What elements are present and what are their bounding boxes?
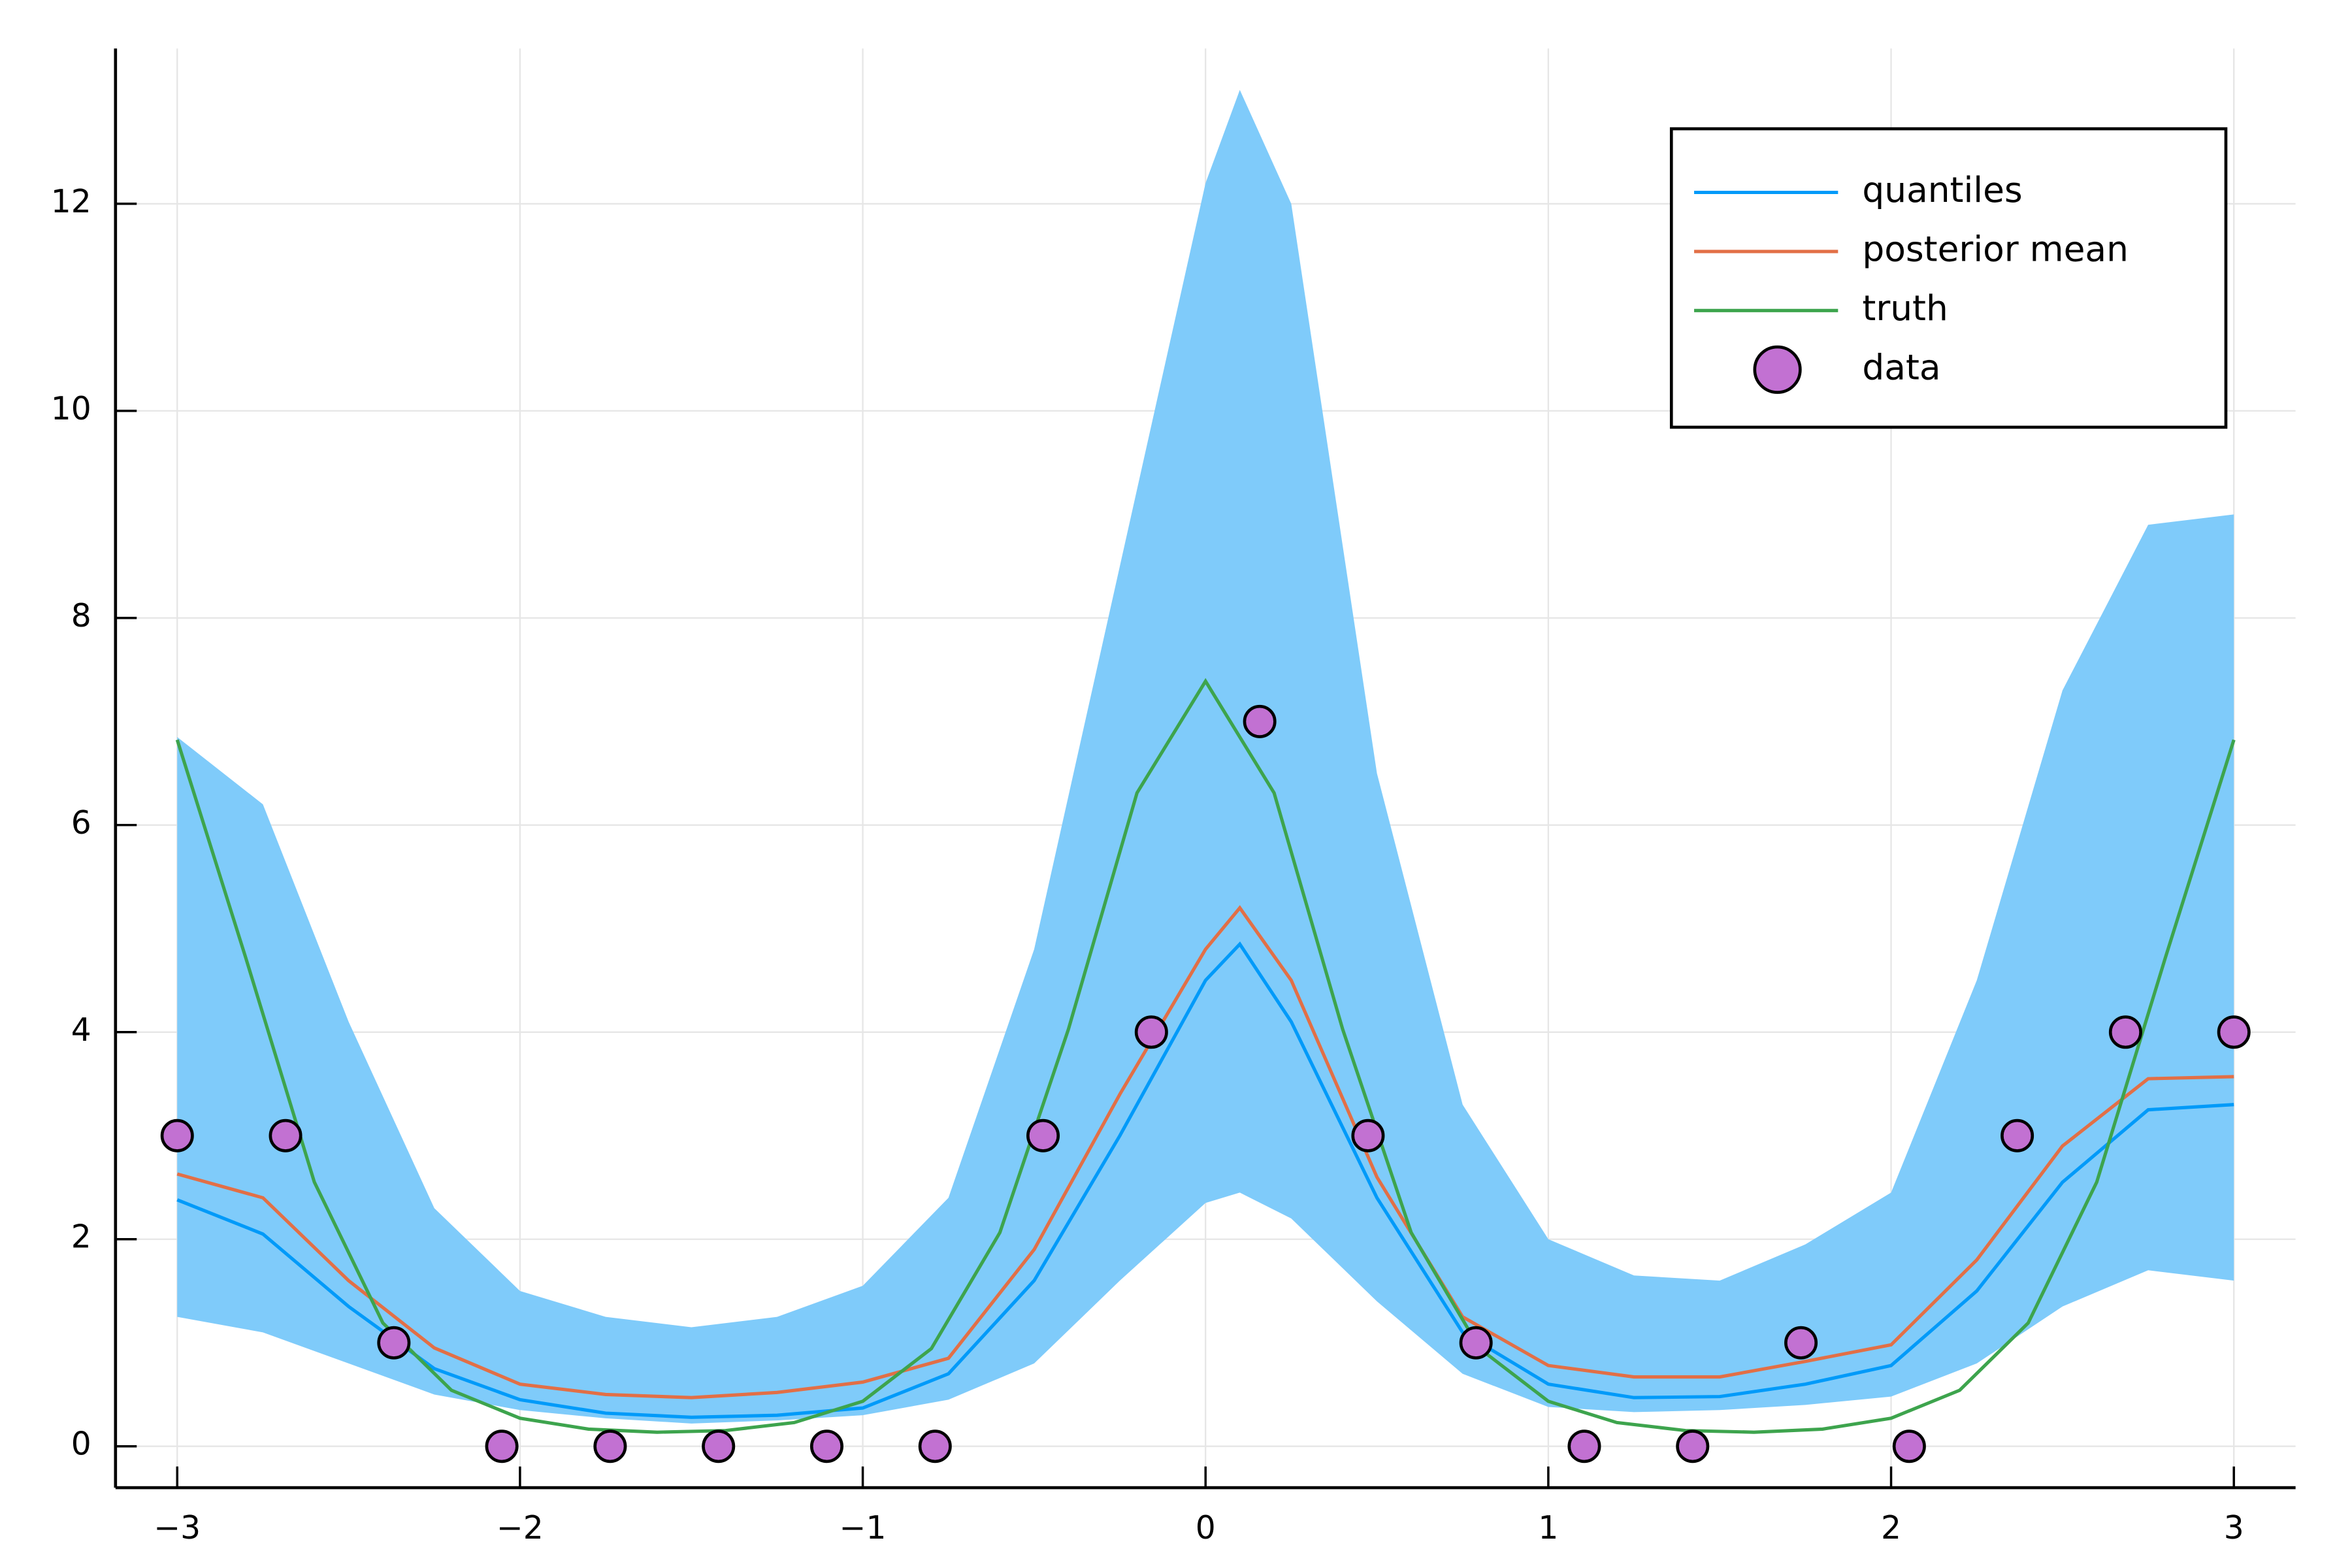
legend-label: truth xyxy=(1862,287,1948,329)
data-point xyxy=(1892,1429,1926,1463)
quantile-band xyxy=(177,90,2234,1424)
x-tick-label: 0 xyxy=(1196,1510,1216,1546)
x-tick-label: 3 xyxy=(2224,1510,2244,1546)
series-line xyxy=(175,678,2236,1434)
y-tick-label: 10 xyxy=(51,391,91,427)
x-tick-label: 1 xyxy=(1538,1510,1558,1546)
data-point xyxy=(160,1119,194,1152)
y-tick-label: 8 xyxy=(71,598,91,634)
data-point xyxy=(918,1429,952,1463)
data-point xyxy=(485,1429,519,1463)
data-point xyxy=(377,1326,411,1360)
data-point xyxy=(1676,1429,1710,1463)
data-point xyxy=(593,1429,627,1463)
data-point xyxy=(1134,1015,1168,1049)
data-point xyxy=(1459,1326,1493,1360)
legend-label: data xyxy=(1862,346,1940,387)
y-tick-label: 12 xyxy=(51,184,91,220)
series-line xyxy=(176,941,2234,1419)
x-tick-label: −3 xyxy=(154,1510,201,1546)
y-tick-label: 4 xyxy=(71,1012,91,1049)
y-tick-label: 0 xyxy=(71,1426,91,1463)
data-point xyxy=(702,1429,736,1463)
y-tick-label: 2 xyxy=(71,1219,91,1256)
x-tick-label: −2 xyxy=(497,1510,544,1546)
data-point xyxy=(1026,1119,1060,1152)
legend-label: quantiles xyxy=(1862,169,2022,210)
x-tick-label: −1 xyxy=(840,1510,887,1546)
data-point xyxy=(2217,1015,2251,1049)
x-tick-label: 2 xyxy=(1881,1510,1901,1546)
data-point xyxy=(2001,1119,2034,1152)
legend-marker xyxy=(1753,345,1802,394)
y-tick-label: 6 xyxy=(71,805,91,841)
data-point xyxy=(809,1429,843,1463)
data-point xyxy=(269,1119,302,1152)
data-point xyxy=(1243,704,1277,738)
data-point xyxy=(1784,1326,1818,1360)
series-line xyxy=(176,905,2234,1399)
data-point xyxy=(1351,1119,1385,1152)
data-point xyxy=(2108,1015,2142,1049)
data-point xyxy=(1567,1429,1601,1463)
legend-label: posterior mean xyxy=(1862,229,2128,270)
